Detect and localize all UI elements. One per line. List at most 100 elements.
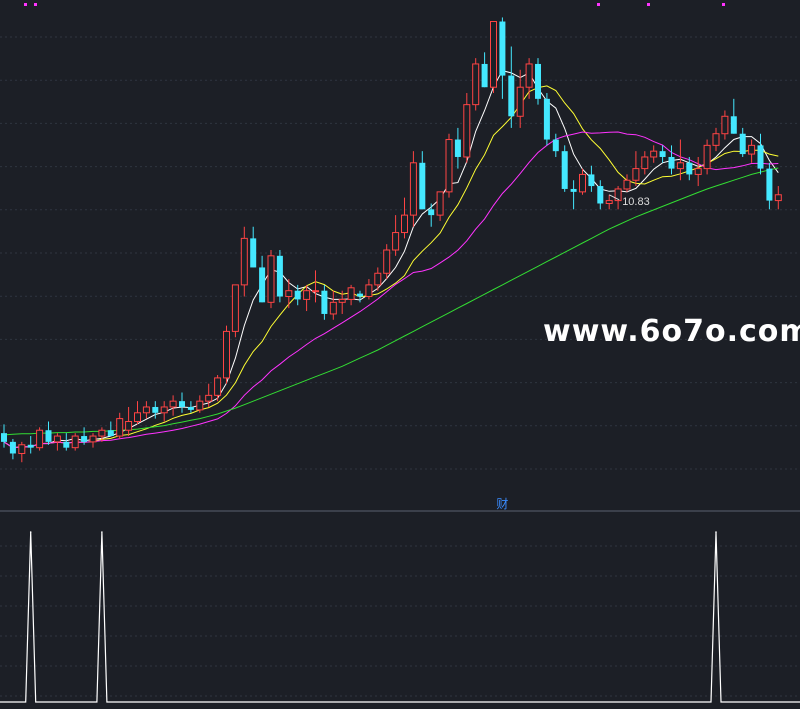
candle-body <box>428 209 435 216</box>
candle-body <box>774 194 782 202</box>
candle <box>436 191 444 221</box>
candle-body <box>401 214 408 234</box>
candle-body <box>757 145 764 169</box>
candle-body <box>730 116 737 134</box>
candle <box>152 401 159 419</box>
candle-body <box>686 162 693 175</box>
candle-body <box>81 436 88 442</box>
candle <box>160 401 168 422</box>
candle <box>179 392 185 413</box>
candle <box>525 58 533 99</box>
candle-body <box>535 63 541 99</box>
top-dot <box>722 3 725 6</box>
ma-line-ma5 <box>3 70 779 449</box>
candle <box>36 427 44 451</box>
moving-average-lines <box>3 70 779 449</box>
candle-body <box>347 287 355 300</box>
candle <box>499 17 506 99</box>
top-dot <box>34 3 37 6</box>
annotations: 10.83 财 <box>496 194 650 511</box>
candle-body <box>374 272 382 286</box>
candle-body <box>53 435 61 443</box>
candle-body <box>63 441 70 448</box>
candle <box>703 139 711 175</box>
candle <box>63 433 70 451</box>
candle-body <box>472 63 480 106</box>
candle <box>535 58 541 105</box>
candle-body <box>516 86 524 117</box>
candle <box>445 133 453 198</box>
candlesticks <box>1 17 782 463</box>
candle <box>694 156 702 187</box>
candle <box>605 194 613 210</box>
candle-body <box>223 330 230 379</box>
candle-body <box>748 144 756 155</box>
candle-body <box>259 267 266 303</box>
candle-body <box>18 444 26 454</box>
candle <box>409 151 417 227</box>
indicator-panel <box>0 531 800 703</box>
candle-body <box>650 150 658 158</box>
candle-body <box>321 290 328 314</box>
candle <box>45 421 52 445</box>
candle <box>597 180 604 210</box>
candle <box>748 139 756 163</box>
candle <box>125 406 133 437</box>
candle <box>347 284 355 306</box>
signal-spike <box>715 531 717 533</box>
candle <box>516 69 524 128</box>
signal-spike <box>101 531 103 533</box>
event-marker-label: 财 <box>496 497 508 511</box>
candle-body <box>676 162 684 170</box>
candle-body <box>570 188 577 192</box>
candle-body <box>712 133 720 146</box>
candle-body <box>703 144 711 170</box>
candle <box>543 93 550 146</box>
candle-body <box>463 104 471 158</box>
candle-body <box>409 162 417 216</box>
candle-body <box>152 406 159 413</box>
candle <box>89 433 97 448</box>
candle-body <box>179 401 185 407</box>
candle <box>231 284 239 338</box>
candle-body <box>142 406 150 414</box>
candle <box>321 284 328 320</box>
top-dot <box>647 3 650 6</box>
candle-body <box>579 173 586 193</box>
candle-body <box>597 186 604 204</box>
candle-body <box>721 115 729 135</box>
candle <box>561 145 568 192</box>
candle <box>18 441 26 463</box>
candle <box>757 133 764 175</box>
candle <box>71 433 79 451</box>
candle <box>686 156 693 181</box>
candle-body <box>694 168 702 175</box>
candle <box>357 290 363 303</box>
candle <box>588 165 595 192</box>
candle <box>312 270 319 303</box>
candle <box>490 21 497 94</box>
candle-body <box>365 284 373 298</box>
candle-body <box>1 433 7 442</box>
candle <box>205 383 213 407</box>
candle <box>579 168 586 195</box>
candle <box>338 290 346 314</box>
candle <box>766 162 773 210</box>
candle <box>1 424 7 448</box>
candle <box>214 375 222 402</box>
candle <box>250 226 257 268</box>
candle <box>81 427 88 445</box>
candle-body <box>419 162 426 210</box>
candle <box>570 180 577 210</box>
candle-body <box>276 255 283 297</box>
candle-body <box>445 139 453 193</box>
candle-body <box>9 441 16 454</box>
candle-body <box>357 293 363 297</box>
candle <box>276 250 283 303</box>
candle <box>98 427 106 442</box>
candle <box>116 412 124 439</box>
candle-body <box>116 418 124 437</box>
candle-body <box>543 98 550 140</box>
grid-lines <box>0 36 800 697</box>
